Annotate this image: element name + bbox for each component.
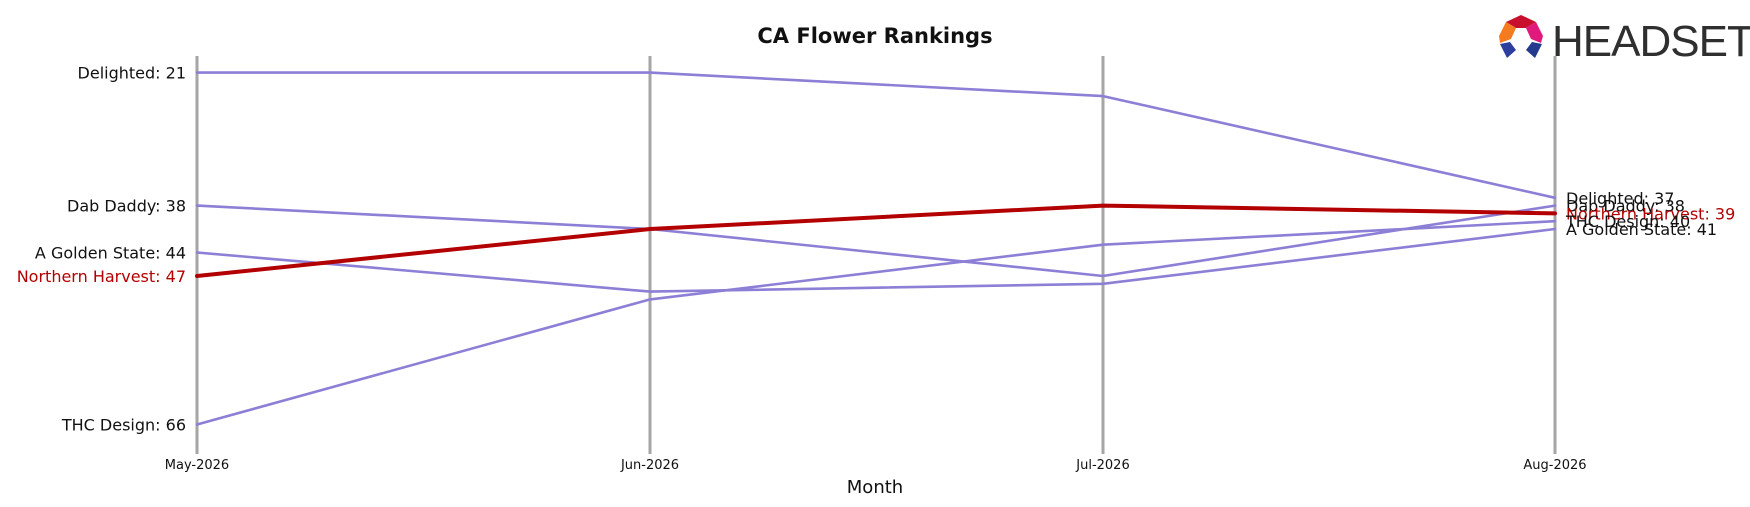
x-axis-ticks: May-2026 Jun-2026 Jul-2026 Aug-2026 bbox=[165, 458, 1587, 473]
end-label-thc-design: THC Design: 40 bbox=[1565, 212, 1690, 231]
series-line-a-golden-state bbox=[195, 227, 1557, 293]
start-label-northern-harvest: Northern Harvest: 47 bbox=[17, 267, 186, 286]
x-tick-aug-2026: Aug-2026 bbox=[1523, 458, 1586, 473]
end-label-delighted: Delighted: 37 bbox=[1566, 189, 1674, 208]
headset-logo: HEADSET bbox=[1499, 15, 1750, 66]
x-axis-label: Month bbox=[847, 477, 903, 498]
end-label-a-golden-state: A Golden State: 41 bbox=[1566, 220, 1717, 239]
chart-title: CA Flower Rankings bbox=[757, 24, 992, 48]
x-tick-jun-2026: Jun-2026 bbox=[620, 458, 679, 473]
headset-logo-icon bbox=[1499, 15, 1543, 58]
series-line-northern-harvest bbox=[195, 203, 1557, 278]
start-label-dab-daddy: Dab Daddy: 38 bbox=[67, 197, 186, 216]
x-tick-jul-2026: Jul-2026 bbox=[1075, 458, 1129, 473]
headset-logo-text: HEADSET bbox=[1552, 17, 1750, 66]
start-label-a-golden-state: A Golden State: 44 bbox=[35, 244, 186, 263]
x-tick-may-2026: May-2026 bbox=[165, 458, 229, 473]
end-label-northern-harvest: Northern Harvest: 39 bbox=[1566, 204, 1735, 223]
start-label-delighted: Delighted: 21 bbox=[78, 64, 186, 83]
series-line-thc-design bbox=[195, 219, 1557, 426]
end-label-dab-daddy: Dab Daddy: 38 bbox=[1566, 197, 1685, 216]
series-line-dab-daddy bbox=[195, 204, 1557, 278]
start-label-thc-design: THC Design: 66 bbox=[61, 416, 186, 435]
series-lines bbox=[195, 71, 1557, 426]
series-line-delighted bbox=[195, 71, 1557, 200]
month-gridlines bbox=[195, 56, 1557, 454]
